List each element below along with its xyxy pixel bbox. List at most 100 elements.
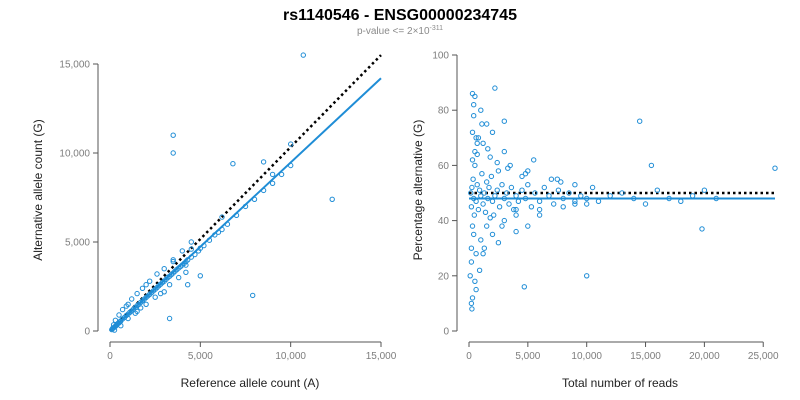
left-data-point xyxy=(143,301,149,307)
left-data-point xyxy=(230,161,236,167)
right-data-point xyxy=(584,273,590,279)
right-y-tick-label: 80 xyxy=(438,106,450,117)
left-x-tick-label: 10,000 xyxy=(275,351,306,362)
right-data-point xyxy=(506,201,512,207)
left-data-point xyxy=(329,196,335,203)
right-data-point xyxy=(701,187,708,193)
left-x-tick-label: 15,000 xyxy=(366,351,397,362)
left-data-point xyxy=(166,315,173,322)
left-data-point xyxy=(139,285,146,291)
left-data-point xyxy=(143,282,149,288)
right-data-point xyxy=(566,190,572,196)
right-data-point xyxy=(532,190,538,196)
left-data-point xyxy=(212,232,218,238)
left-data-point xyxy=(161,289,167,295)
right-data-point xyxy=(528,204,535,210)
right-data-point xyxy=(689,193,696,199)
right-data-point xyxy=(475,135,482,141)
right-data-point xyxy=(525,168,531,174)
right-data-point xyxy=(468,204,475,210)
right-data-point xyxy=(531,157,537,163)
right-data-point xyxy=(501,217,507,224)
right-data-point xyxy=(469,223,476,229)
right-data-point xyxy=(513,212,519,218)
left-data-point xyxy=(118,323,124,329)
right-data-point xyxy=(485,195,491,202)
left-data-point xyxy=(176,274,182,281)
right-data-point xyxy=(482,209,489,216)
right-data-point xyxy=(492,193,498,199)
left-x-axis-label: Reference allele count (A) xyxy=(181,376,320,390)
right-data-point xyxy=(619,190,625,196)
right-data-point xyxy=(494,159,500,166)
right-data-point xyxy=(501,195,507,202)
right-data-point xyxy=(607,193,613,199)
left-data-point xyxy=(138,305,144,311)
left-data-point xyxy=(134,290,140,297)
right-data-point xyxy=(584,195,590,202)
right-data-point xyxy=(478,193,484,199)
right-data-point xyxy=(468,245,475,251)
right-data-point xyxy=(595,198,602,205)
left-y-tick-label: 5,000 xyxy=(65,238,90,249)
right-data-point xyxy=(554,176,560,182)
right-data-point xyxy=(548,176,555,182)
left-reference-line xyxy=(109,54,382,332)
left-data-point xyxy=(224,221,231,227)
right-data-point xyxy=(471,113,477,119)
left-data-point xyxy=(197,273,204,279)
right-data-point xyxy=(484,179,490,185)
left-data-point xyxy=(170,257,176,263)
right-data-point xyxy=(475,206,482,213)
left-data-point xyxy=(251,196,258,203)
right-data-point xyxy=(480,140,486,147)
right-x-tick-label: 5,000 xyxy=(515,351,540,362)
right-data-point xyxy=(558,179,564,185)
left-data-point xyxy=(288,141,294,147)
right-data-point xyxy=(479,121,485,127)
left-data-point xyxy=(188,246,195,252)
left-data-point xyxy=(152,294,158,300)
right-data-point xyxy=(468,300,475,307)
right-data-point xyxy=(489,198,496,205)
right-data-point xyxy=(474,151,480,158)
right-data-point xyxy=(572,182,578,188)
right-data-point xyxy=(637,118,643,124)
right-scatter-panel: Percentage alternative (G) Total number … xyxy=(411,51,779,391)
left-data-point xyxy=(161,266,167,272)
right-data-point xyxy=(513,206,519,213)
figure-subtitle: p-value <= 2×10-311 xyxy=(357,25,443,37)
right-data-point xyxy=(469,295,476,301)
right-data-point xyxy=(468,259,475,265)
left-data-point xyxy=(125,301,131,307)
right-data-point xyxy=(495,168,502,174)
right-data-point xyxy=(472,93,478,100)
left-x-tick-label: 5,000 xyxy=(188,351,213,362)
right-data-point xyxy=(474,182,480,188)
left-data-point xyxy=(278,171,285,178)
right-data-point xyxy=(492,85,498,91)
right-data-point xyxy=(519,187,525,193)
left-points xyxy=(109,52,335,333)
right-data-point xyxy=(666,195,672,202)
right-data-point xyxy=(631,195,637,202)
right-data-point xyxy=(578,193,584,199)
right-data-point xyxy=(541,184,547,191)
left-data-point xyxy=(166,282,173,288)
right-data-point xyxy=(521,284,527,290)
left-data-point xyxy=(250,292,256,299)
right-data-point xyxy=(555,187,562,193)
right-data-point xyxy=(481,245,487,251)
right-y-tick-label: 40 xyxy=(438,216,450,227)
left-scatter-panel: Alternative allele count (G) Reference a… xyxy=(31,52,397,390)
right-data-point xyxy=(536,212,543,218)
left-y-axis-label: Alternative allele count (G) xyxy=(31,119,45,260)
right-data-point xyxy=(572,198,578,205)
left-data-point xyxy=(288,162,294,169)
left-data-point xyxy=(233,212,240,219)
right-data-point xyxy=(699,226,705,232)
right-data-point xyxy=(469,129,476,136)
left-data-point xyxy=(147,278,153,284)
right-data-point xyxy=(469,90,476,97)
right-data-point xyxy=(494,187,500,193)
